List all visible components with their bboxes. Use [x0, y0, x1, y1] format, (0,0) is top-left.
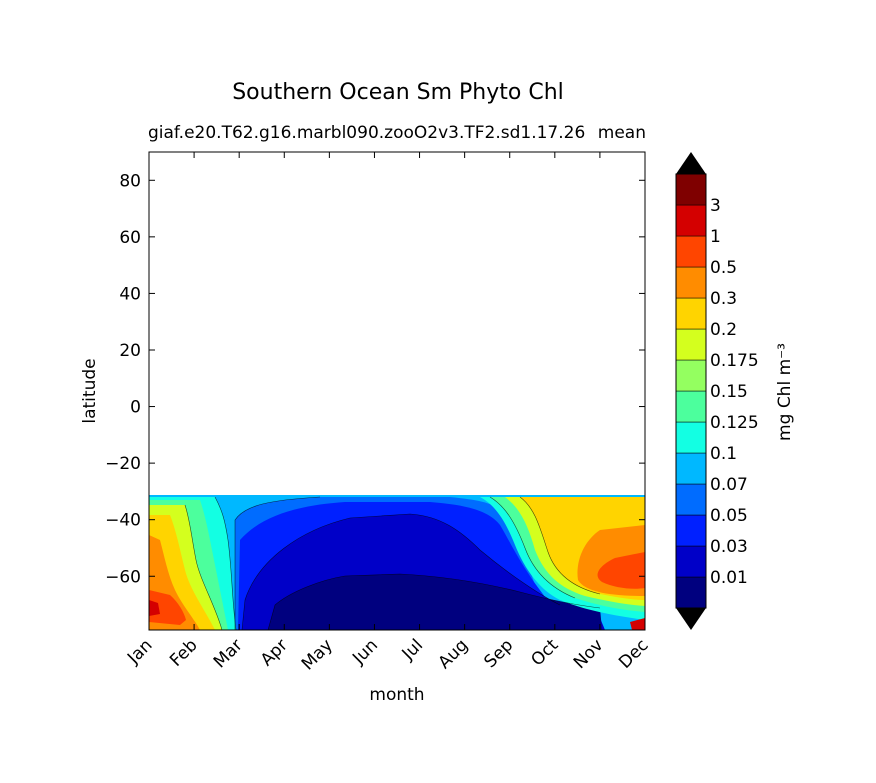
colorbar-segment	[675, 328, 707, 361]
colorbar-tick-label: 0.07	[710, 475, 748, 495]
colorbar-segment	[675, 545, 707, 578]
x-tick-label: Feb	[166, 635, 201, 670]
colorbar-tick-label: 0.175	[710, 351, 759, 371]
y-tick-label: −60	[105, 567, 141, 587]
y-tick-label: 0	[130, 398, 141, 418]
colorbar-segment	[675, 235, 707, 268]
colorbar: 0.01 0.03 0.05 0.07 0.1 0.125 0.15 0.175 0.2 0.3 0…	[675, 152, 759, 630]
colorbar-segment	[675, 576, 707, 609]
plot-area	[148, 151, 646, 631]
x-tick-label: Aug	[435, 635, 473, 673]
colorbar-segment	[675, 297, 707, 330]
colorbar-segment	[675, 204, 707, 237]
y-axis-label: latitude	[80, 358, 100, 423]
chart-subtitle-left: giaf.e20.T62.g16.marbl090.zooO2v3.TF2.sd…	[148, 123, 585, 143]
colorbar-tick-label: 0.15	[710, 382, 748, 402]
contour-band-1-right	[597, 552, 645, 589]
chart-subtitle-right: mean	[598, 123, 646, 143]
colorbar-segment	[675, 173, 707, 206]
colorbar-label: mg Chl m⁻³	[775, 343, 795, 441]
colorbar-segment	[675, 452, 707, 485]
x-tick-label: Jul	[398, 635, 427, 664]
colorbar-tick-label: 0.125	[710, 413, 759, 433]
colorbar-extend-max	[676, 152, 706, 174]
y-tick-label: 20	[119, 341, 141, 361]
x-tick-label: Apr	[257, 635, 292, 670]
y-tick-label: −40	[105, 511, 141, 531]
plot-frame	[148, 151, 646, 631]
colorbar-tick-label: 0.5	[710, 258, 737, 278]
y-tick-label: 60	[119, 228, 141, 248]
y-tick-label: −20	[105, 454, 141, 474]
contour-field	[149, 495, 645, 630]
contour-band-3-right	[630, 618, 645, 630]
contour-band-0.01	[268, 574, 602, 630]
colorbar-tick-label: 0.03	[710, 537, 748, 557]
x-tick-label: May	[298, 635, 337, 674]
x-axis-label: month	[369, 685, 424, 705]
x-tick-label: Jan	[123, 635, 156, 668]
colorbar-tick-label: 0.05	[710, 506, 748, 526]
colorbar-tick-label: 1	[710, 227, 721, 247]
y-tick-label: 80	[119, 171, 141, 191]
x-tick-label: Dec	[615, 635, 652, 672]
x-tick-label: Jun	[348, 635, 382, 669]
colorbar-frame	[675, 173, 707, 609]
colorbar-extend-min	[676, 608, 706, 630]
x-tick-label: Oct	[527, 635, 562, 670]
chart-title: Southern Ocean Sm Phyto Chl	[232, 80, 564, 105]
x-tick-label: Mar	[210, 635, 247, 672]
x-tick-label: Nov	[570, 635, 608, 673]
colorbar-segment	[675, 483, 707, 516]
colorbar-segment	[675, 390, 707, 423]
y-tick-label: 40	[119, 284, 141, 304]
colorbar-segment	[675, 266, 707, 299]
colorbar-tick-label: 0.3	[710, 289, 737, 309]
contour-lines	[184, 496, 601, 630]
y-axis: 80 60 40 20 0 −20 −40 −60	[105, 171, 645, 587]
colorbar-tick-label: 0.01	[710, 568, 748, 588]
contour-band-3-left	[149, 600, 160, 616]
colorbar-segment	[675, 514, 707, 547]
colorbar-tick-label: 0.1	[710, 444, 737, 464]
colorbar-segment	[675, 359, 707, 392]
colorbar-tick-label: 0.2	[710, 320, 737, 340]
colorbar-segment	[675, 421, 707, 454]
colorbar-tick-label: 3	[710, 196, 721, 216]
x-tick-label: Sep	[480, 635, 517, 672]
contour-band-1-left	[149, 590, 186, 625]
